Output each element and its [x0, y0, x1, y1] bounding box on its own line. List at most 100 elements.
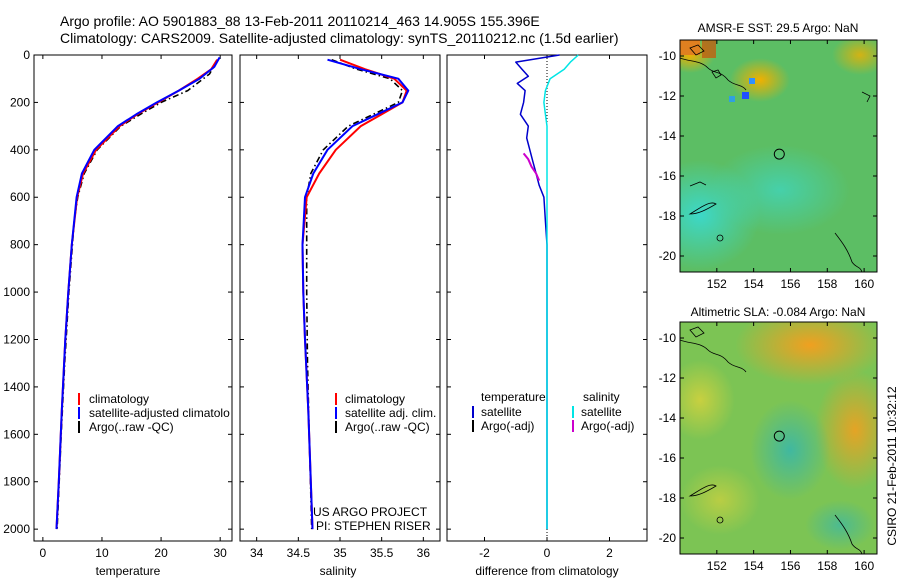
x-tick-label: -2 [479, 546, 490, 560]
y-tick-label: 200 [10, 95, 30, 109]
y-tick-label: 800 [10, 238, 30, 252]
sst-cool-patch [710, 145, 850, 235]
coastline [716, 516, 724, 524]
climatology-temperature-line [55, 59, 219, 530]
sla-low-patch [805, 500, 875, 550]
header-line-2: Climatology: CARS2009. Satellite-adjuste… [60, 30, 618, 46]
coastline [689, 44, 705, 56]
legend-label-climatology: climatology [89, 392, 149, 406]
sst-pixel [742, 92, 749, 99]
map-y-tick-label: -20 [659, 531, 677, 545]
temperature-axes [33, 54, 233, 542]
y-tick-label: 400 [10, 143, 30, 157]
legend-label-argo: Argo(..raw -QC) [345, 420, 430, 434]
y-tick-label: 1200 [3, 332, 30, 346]
temperature-legend: climatology satellite-adjusted climatolo… [78, 392, 230, 434]
sla-float-marker [773, 430, 785, 442]
map-x-tick-label: 160 [854, 277, 874, 291]
argo-salinity-line [305, 58, 404, 530]
map-x-tick-label: 158 [817, 277, 837, 291]
salinity-difference-line [543, 54, 579, 530]
salinity-xlabel: salinity [320, 564, 357, 578]
temperature-ticks: 0 10 20 30 0 200 400 600 800 1000 1200 1400 1600 1800… [3, 48, 232, 560]
map-x-tick-label: 158 [817, 559, 837, 573]
legend-label-satellite: satellite-adjusted climatolo [89, 406, 230, 420]
header-line-1: Argo profile: AO 5901883_88 13-Feb-2011 … [60, 13, 540, 29]
sst-warm-patch [730, 58, 790, 102]
salinity-lines [301, 58, 410, 530]
project-label: US ARGO PROJECT [313, 505, 428, 519]
x-tick-label: 0 [40, 546, 47, 560]
y-tick-label: 600 [10, 190, 30, 204]
map-x-tick-label: 160 [854, 559, 874, 573]
temperature-lines [55, 56, 221, 530]
legend-label-climatology: climatology [345, 392, 405, 406]
legend-header-salinity: salinity [583, 390, 620, 404]
legend-label-sal-satellite: satellite [581, 405, 622, 419]
sst-map-title: AMSR-E SST: 29.5 Argo: NaN [698, 21, 859, 35]
climatology-salinity-line [301, 58, 408, 530]
coastline [834, 232, 863, 272]
y-tick-label: 1800 [3, 475, 30, 489]
legend-label-temp-argo: Argo(-adj) [481, 419, 534, 433]
sla-high-patch [680, 465, 760, 535]
coastline [689, 326, 705, 338]
coastline [711, 69, 722, 79]
satellite-salinity-line [301, 58, 410, 530]
sla-low-patch [750, 400, 830, 500]
sst-pixel [749, 78, 755, 84]
difference-lines [515, 54, 579, 541]
argo-temperature-line [56, 59, 219, 530]
sla-high-patch [680, 360, 735, 440]
argo-salinity-difference-line [522, 152, 541, 182]
temperature-difference-line [515, 54, 560, 530]
x-tick-label: 35 [333, 546, 347, 560]
map-x-tick-label: 154 [744, 559, 764, 573]
y-tick-label: 1000 [3, 285, 30, 299]
sla-map [680, 322, 877, 554]
x-tick-label: 10 [95, 546, 109, 560]
x-tick-label: 0 [544, 546, 551, 560]
sst-float-marker [773, 148, 785, 160]
x-tick-label: 20 [154, 546, 168, 560]
difference-xlabel: difference from climatology [475, 564, 618, 578]
map-y-tick-label: -14 [659, 129, 677, 143]
legend-label-sal-argo: Argo(-adj) [581, 419, 634, 433]
map-y-tick-label: -16 [659, 169, 677, 183]
map-y-tick-label: -16 [659, 451, 677, 465]
temperature-xlabel: temperature [96, 564, 161, 578]
pi-label: PI: STEPHEN RISER [316, 519, 431, 533]
x-tick-label: 36 [417, 546, 431, 560]
map-y-tick-label: -12 [659, 89, 677, 103]
y-tick-label: 1600 [3, 427, 30, 441]
x-tick-label: 34 [250, 546, 264, 560]
map-x-tick-label: 154 [744, 277, 764, 291]
salinity-ticks: 34 34.5 35 35.5 36 [240, 54, 440, 560]
map-y-tick-label: -14 [659, 411, 677, 425]
satellite-temperature-line [55, 56, 221, 530]
coastline [688, 484, 717, 497]
map-y-tick-label: -10 [659, 331, 677, 345]
difference-ticks: -2 0 2 [447, 54, 647, 560]
land-mask [702, 40, 716, 58]
salinity-legend: climatology satellite adj. clim. Argo(..… [335, 392, 436, 434]
coastline [680, 57, 747, 91]
sst-map [680, 40, 877, 272]
legend-label-satellite: satellite adj. clim. [345, 406, 436, 420]
difference-legend: temperature salinity satellite Argo(-adj… [472, 390, 634, 433]
sst-pixel [729, 96, 735, 102]
y-tick-label: 2000 [3, 522, 30, 536]
legend-label-argo: Argo(..raw -QC) [89, 420, 174, 434]
x-tick-label: 2 [606, 546, 613, 560]
legend-header-temperature: temperature [481, 390, 546, 404]
map-x-tick-label: 152 [707, 277, 727, 291]
sla-high-patch [735, 322, 877, 385]
sla-map-ticks: 152 154 156 158 160 -10 -12 -14 -16 -18 -20 [659, 322, 877, 573]
land-mask [680, 40, 700, 55]
x-tick-label: 35.5 [370, 546, 394, 560]
coastline [861, 91, 871, 103]
coastline [688, 202, 717, 215]
map-x-tick-label: 156 [780, 277, 800, 291]
salinity-axes [239, 54, 441, 542]
